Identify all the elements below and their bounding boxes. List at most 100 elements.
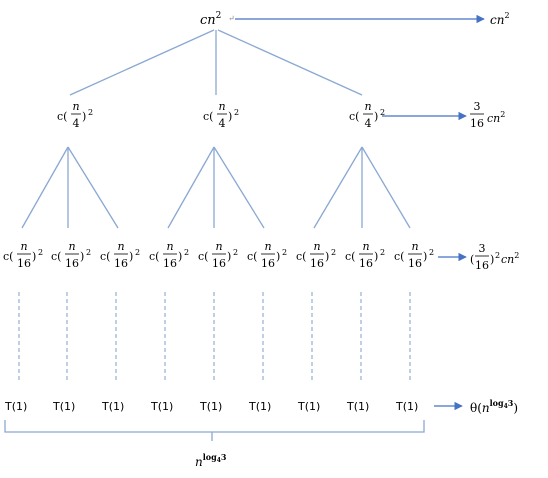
level1-coef: c( [203,110,213,123]
leaf-t1: T(1) [346,400,369,413]
level2-cost-close: ) [490,253,494,266]
level2-node: c( n 16 ) 2 [198,240,238,270]
level2-close: ) [325,250,329,263]
level1-den: 4 [219,117,226,130]
level2-exp: 2 [429,248,434,257]
level1-exp: 2 [380,108,385,117]
level2-close: ) [423,250,427,263]
branch-l1c-right [361,146,411,229]
level0-cost-exp: 2 [504,11,509,20]
root-node: cn2 ↵ [200,11,235,28]
level2-num: n [362,240,369,253]
leaf-t1: T(1) [101,400,124,413]
brace-label-exp-val: 3 [221,452,227,462]
level1-exp: 2 [234,108,239,117]
level2-cost-den: 16 [475,259,489,272]
level2-node: c( n 16 ) 2 [345,240,385,270]
branch-l1a-right [67,146,119,229]
branch-l1b-left [167,146,215,229]
level2-exp: 2 [331,248,336,257]
leaf-t1: T(1) [52,400,75,413]
level2-node: c( n 16 ) 2 [3,240,43,270]
level1-close: ) [228,110,232,123]
level1-den: 4 [365,117,372,130]
level2-close: ) [178,250,182,263]
level1-node: c( n 4 ) 2 [349,100,385,130]
level2-den: 16 [17,257,31,270]
level2-num: n [313,240,320,253]
level1-cost-den: 16 [470,117,484,130]
leaf-row: T(1) T(1) T(1) T(1) T(1) T(1) T(1) T(1) … [4,400,418,413]
level1-num: n [72,100,79,113]
level1-num: n [364,100,371,113]
level2-node: c( n 16 ) 2 [51,240,91,270]
level2-den: 16 [310,257,324,270]
level2-coef: c( [100,250,110,263]
level1-cost-num: 3 [474,100,481,113]
level1-num: n [218,100,225,113]
brace-label-exp: log [203,452,217,462]
level2-coef: c( [247,250,257,263]
level1-den: 4 [73,117,80,130]
level2-close: ) [80,250,84,263]
leaf-t1: T(1) [199,400,222,413]
level2-num: n [68,240,75,253]
leaves-cost-exp: log [490,398,504,408]
level2-cost-num: 3 [479,242,486,255]
level2-den: 16 [65,257,79,270]
level1-node: c( n 4 ) 2 [203,100,239,130]
branch-l1b-right [213,146,265,229]
dashed-depth-lines [18,292,411,380]
level1-node: c( n 4 ) 2 [57,100,93,130]
level1-coef: c( [349,110,359,123]
branch-l1c-left [313,146,363,229]
level2-close: ) [227,250,231,263]
svg-text:cn2: cn2 [487,110,505,125]
level0-cost: cn2 [490,11,510,27]
svg-text:θ(nlog43): θ(nlog43) [470,398,518,415]
level2-coef: c( [345,250,355,263]
svg-text:nlog43: nlog43 [195,452,227,469]
level-cost-arrows [235,14,485,411]
brace-label: nlog43 [195,452,227,469]
leaves-cost-theta: θ( [470,401,482,415]
level2-cost: ( 3 16 ) 2 cn2 [470,242,519,272]
level2-cost-suffix: cn [501,253,514,266]
level1-close: ) [82,110,86,123]
leaf-t1: T(1) [150,400,173,413]
level2-node: c( n 16 ) 2 [100,240,140,270]
level0-cost-text: cn [490,13,504,27]
level2-exp: 2 [86,248,91,257]
level2-exp: 2 [38,248,43,257]
leaves-cost: θ(nlog43) [470,398,518,415]
brace-label-base: n [195,455,203,469]
level2-close: ) [276,250,280,263]
level2-close: ) [32,250,36,263]
level2-num: n [20,240,27,253]
level2-coef: c( [198,250,208,263]
level2-den: 16 [261,257,275,270]
level2-num: n [264,240,271,253]
leaf-t1: T(1) [248,400,271,413]
level2-exp: 2 [135,248,140,257]
leaves-cost-exp-val: 3 [508,398,514,408]
level2-coef: c( [394,250,404,263]
level2-coef: c( [51,250,61,263]
level2-den: 16 [359,257,373,270]
level1-cost-exp: 2 [500,110,505,119]
level2-den: 16 [408,257,422,270]
level2-num: n [411,240,418,253]
leaf-t1: T(1) [395,400,418,413]
level2-coef: c( [149,250,159,263]
level2-exp: 2 [184,248,189,257]
level1-exp: 2 [88,108,93,117]
level2-num: n [166,240,173,253]
level1-branches [21,146,411,229]
level2-node: c( n 16 ) 2 [296,240,336,270]
level2-coef: c( [296,250,306,263]
return-mark: ↵ [228,14,235,23]
leaves-cost-close: ) [513,401,518,415]
level2-close: ) [374,250,378,263]
level2-coef: c( [3,250,13,263]
